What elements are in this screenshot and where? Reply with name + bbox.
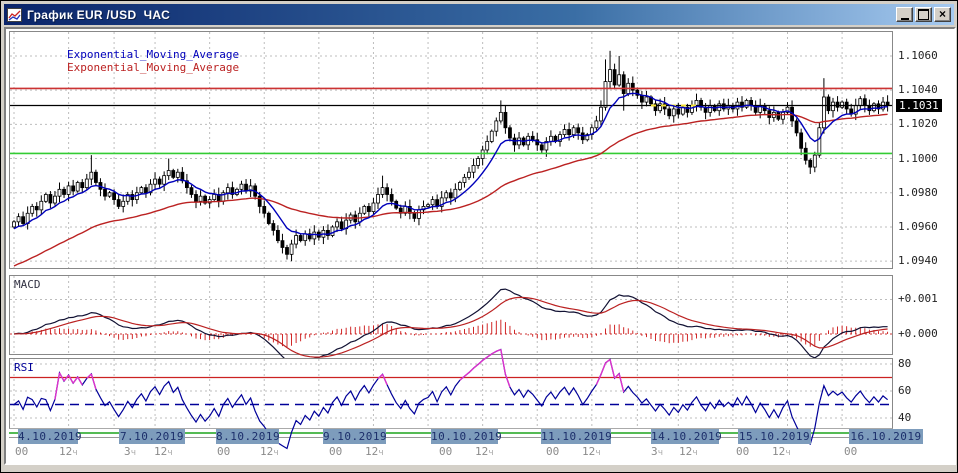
window-controls: × (896, 7, 951, 22)
ema-legend: Exponential_Moving_Average Exponential_M… (14, 35, 246, 87)
hour-tick: 12ч (154, 445, 173, 458)
hour-tick: 00 (15, 445, 29, 458)
window-title: График EUR /USD ЧАС (27, 7, 171, 22)
price-chart-panel[interactable]: Exponential_Moving_Average Exponential_M… (9, 31, 893, 269)
axis-gray-line (9, 437, 891, 438)
macd-tick: +0.000 (898, 326, 938, 340)
price-tick: 1.1040 (898, 83, 938, 97)
price-tick: 1.0940 (898, 254, 938, 268)
chart-content: Exponential_Moving_Average Exponential_M… (4, 27, 956, 465)
hour-tick: 00 (439, 445, 453, 458)
title-bar[interactable]: График EUR /USD ЧАС × (4, 4, 954, 25)
hour-tick: 3ч (124, 445, 137, 458)
ema-fast-label: Exponential_Moving_Average (66, 48, 240, 61)
hour-tick: 00 (546, 445, 560, 458)
price-tick: 1.0980 (898, 185, 938, 199)
hour-tick: 12ч (59, 445, 78, 458)
minimize-icon (900, 17, 909, 20)
hour-tick: 12ч (772, 445, 791, 458)
line-chart-icon (7, 7, 23, 22)
price-tick: 1.1060 (898, 48, 938, 62)
ema-slow-label: Exponential_Moving_Average (66, 61, 240, 74)
rsi-tick: 40 (898, 410, 912, 424)
hour-tick: 00 (217, 445, 231, 458)
last-price-badge: 1.1031 (896, 98, 942, 112)
price-tick: 1.0960 (898, 219, 938, 233)
minimize-button[interactable] (896, 7, 913, 22)
macd-label: MACD (14, 278, 41, 291)
hour-tick: 12ч (679, 445, 698, 458)
hour-tick: 00 (736, 445, 750, 458)
close-button[interactable]: × (934, 7, 951, 22)
price-tick: 1.1000 (898, 151, 938, 165)
hour-tick: 12ч (475, 445, 494, 458)
rsi-panel[interactable]: RSI (9, 348, 893, 450)
hour-tick: 3ч (651, 445, 664, 458)
rsi-tick: 60 (898, 383, 912, 397)
hour-tick: 00 (329, 445, 343, 458)
maximize-icon (918, 9, 929, 20)
maximize-button[interactable] (915, 7, 932, 22)
rsi-tick: 80 (898, 356, 912, 370)
hour-tick: 12ч (365, 445, 384, 458)
macd-panel[interactable]: MACD (9, 275, 893, 364)
hour-tick: 00 (844, 445, 858, 458)
hour-tick: 12ч (582, 445, 601, 458)
axis-green-line (9, 432, 891, 434)
rsi-label: RSI (14, 361, 34, 374)
macd-tick: +0.001 (898, 292, 938, 306)
hour-tick: 12ч (260, 445, 279, 458)
price-tick: 1.1020 (898, 117, 938, 131)
close-icon: × (938, 7, 946, 21)
